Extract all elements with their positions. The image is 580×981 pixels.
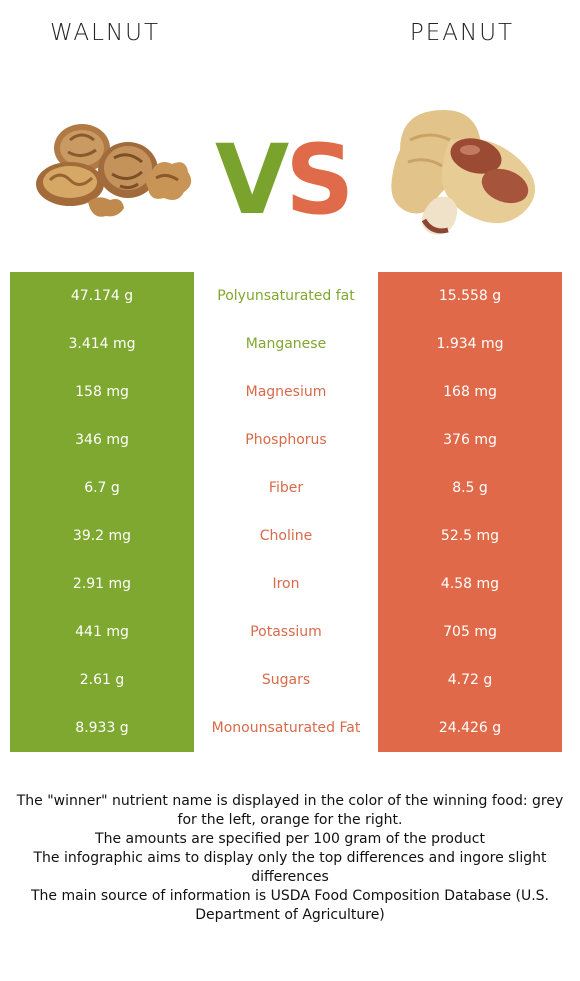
walnut-value: 3.414 mg — [68, 336, 136, 352]
nutrient-name: Choline — [259, 528, 313, 544]
nutrient-name-row: Choline — [194, 512, 378, 560]
nutrient-name: Sugars — [261, 672, 311, 688]
walnut-value-row: 6.7 g — [10, 464, 194, 512]
peanut-value-row: 15.558 g — [378, 272, 562, 320]
peanut-value-row: 4.72 g — [378, 656, 562, 704]
walnut-value: 2.91 mg — [72, 576, 132, 592]
note-per-100g: The amounts are specified per 100 gram o… — [95, 831, 485, 847]
walnut-value-row: 3.414 mg — [10, 320, 194, 368]
peanut-value-row: 24.426 g — [378, 704, 562, 752]
nutrient-name-row: Sugars — [194, 656, 378, 704]
walnut-value-row: 2.91 mg — [10, 560, 194, 608]
walnut-value-row: 158 mg — [10, 368, 194, 416]
note-source: The main source of information is USDA F… — [30, 888, 550, 923]
peanut-value: 15.558 g — [438, 288, 502, 304]
right-food-title: PEANUT — [409, 20, 515, 46]
note-top-differences: The infographic aims to display only the… — [33, 850, 547, 885]
nutrient-name: Phosphorus — [245, 432, 327, 448]
peanut-value: 4.58 mg — [440, 576, 500, 592]
walnut-value-row: 8.933 g — [10, 704, 194, 752]
walnut-value: 2.61 g — [79, 672, 125, 688]
nutrient-name-row: Fiber — [194, 464, 378, 512]
nutrient-name-row: Manganese — [194, 320, 378, 368]
peanut-value: 4.72 g — [447, 672, 493, 688]
walnut-value: 39.2 mg — [72, 528, 132, 544]
walnut-value: 441 mg — [75, 624, 129, 640]
peanut-value-row: 52.5 mg — [378, 512, 562, 560]
walnut-value: 346 mg — [75, 432, 129, 448]
nutrient-name: Fiber — [268, 480, 304, 496]
nutrient-name-row: Monounsaturated Fat — [194, 704, 378, 752]
peanut-value-row: 4.58 mg — [378, 560, 562, 608]
walnut-value-row: 47.174 g — [10, 272, 194, 320]
walnut-value: 158 mg — [75, 384, 129, 400]
nutrient-name: Monounsaturated Fat — [211, 720, 361, 736]
nutrient-name-row: Magnesium — [194, 368, 378, 416]
vs-s: S — [285, 124, 354, 236]
nutrient-names-column: Polyunsaturated fat Manganese Magnesium Pho… — [194, 272, 378, 752]
peanut-value: 24.426 g — [438, 720, 502, 736]
nutrient-name-row: Iron — [194, 560, 378, 608]
footnotes: The "winner" nutrient name is displayed … — [10, 792, 570, 925]
nutrient-name: Polyunsaturated fat — [217, 288, 355, 304]
peanut-value-row: 376 mg — [378, 416, 562, 464]
nutrient-name: Iron — [272, 576, 300, 592]
peanut-value-row: 168 mg — [378, 368, 562, 416]
peanut-value-row: 8.5 g — [378, 464, 562, 512]
walnut-value-row: 346 mg — [10, 416, 194, 464]
walnut-value: 47.174 g — [70, 288, 134, 304]
peanut-value-row: 705 mg — [378, 608, 562, 656]
left-food-title: WALNUT — [49, 20, 161, 46]
peanut-image — [391, 110, 536, 235]
peanut-value: 376 mg — [443, 432, 497, 448]
nutrient-name: Magnesium — [245, 384, 327, 400]
walnut-value-row: 441 mg — [10, 608, 194, 656]
peanut-value-row: 1.934 mg — [378, 320, 562, 368]
vs-label: VS — [215, 132, 354, 228]
walnut-value: 6.7 g — [84, 480, 120, 496]
peanut-value: 52.5 mg — [440, 528, 500, 544]
left-values-column: 47.174 g 3.414 mg 158 mg 346 mg 6.7 g 39.2 mg… — [10, 272, 194, 752]
peanut-value: 705 mg — [443, 624, 497, 640]
peanut-value: 168 mg — [443, 384, 497, 400]
walnut-value-row: 39.2 mg — [10, 512, 194, 560]
walnut-image — [36, 124, 192, 217]
nutrient-name-row: Polyunsaturated fat — [194, 272, 378, 320]
peanut-value: 8.5 g — [452, 480, 488, 496]
peanut-value: 1.934 mg — [436, 336, 504, 352]
nutrient-name: Manganese — [245, 336, 327, 352]
walnut-value: 8.933 g — [75, 720, 129, 736]
walnut-value-row: 2.61 g — [10, 656, 194, 704]
nutrient-name: Potassium — [250, 624, 322, 640]
nutrient-name-row: Phosphorus — [194, 416, 378, 464]
note-winner-color: The "winner" nutrient name is displayed … — [16, 793, 564, 828]
vs-v: V — [215, 124, 289, 236]
nutrient-name-row: Potassium — [194, 608, 378, 656]
right-values-column: 15.558 g 1.934 mg 168 mg 376 mg 8.5 g 52.5 mg… — [378, 272, 562, 752]
